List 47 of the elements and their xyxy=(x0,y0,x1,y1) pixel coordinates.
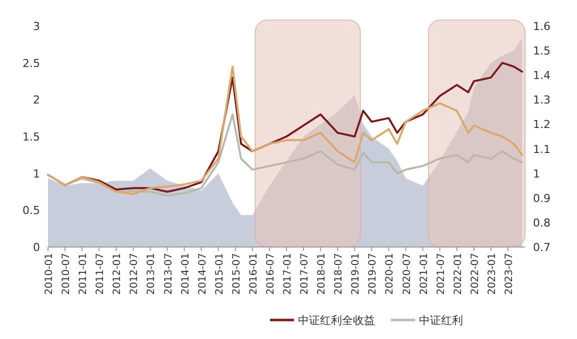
y2-tick-label: 1.5 xyxy=(533,44,550,58)
y-tick-label: 2 xyxy=(33,94,40,107)
x-tick-label: 2021-01 xyxy=(418,253,430,295)
legend-label: 中证红利全收益 xyxy=(298,314,375,327)
y2-tick-label: 1.2 xyxy=(533,118,550,132)
x-tick-label: 2014-01 xyxy=(180,253,192,295)
x-tick-label: 2010-01 xyxy=(44,253,55,295)
x-tick-label: 2011-07 xyxy=(95,253,106,295)
x-tick-label: 2023-07 xyxy=(504,253,515,295)
x-tick-label: 2016-01 xyxy=(248,253,260,295)
x-tick-label: 2018-07 xyxy=(334,253,345,295)
x-tick-label: 2022-01 xyxy=(452,253,464,295)
y-tick-label: 1 xyxy=(33,167,40,180)
x-tick-label: 2012-01 xyxy=(112,253,124,295)
y-tick-label: 1.5 xyxy=(22,130,40,144)
x-tick-label: 2016-07 xyxy=(265,253,276,295)
y2-tick-label: 1.4 xyxy=(533,69,550,82)
x-tick-label: 2023-01 xyxy=(486,253,498,295)
x-tick-label: 2022-07 xyxy=(470,253,481,295)
x-tick-label: 2020-07 xyxy=(402,253,413,295)
y2-tick-label: 1.3 xyxy=(533,94,550,107)
x-tick-label: 2014-07 xyxy=(197,253,208,295)
x-tick-label: 2021-07 xyxy=(436,253,447,295)
y2-tick-label: 1.1 xyxy=(533,142,550,156)
x-tick-label: 2017-07 xyxy=(300,253,311,295)
x-tick-label: 2013-07 xyxy=(163,253,174,295)
x-tick-label: 2010-07 xyxy=(61,253,72,295)
x-tick-label: 2015-01 xyxy=(214,253,226,295)
x-tick-label: 2019-01 xyxy=(350,253,362,295)
y2-tick-label: 0.7 xyxy=(533,241,550,254)
y-tick-label: 3 xyxy=(33,20,40,33)
x-tick-label: 2012-07 xyxy=(129,253,140,295)
legend-label: 中证红利 xyxy=(419,314,463,327)
y-tick-label: 2.5 xyxy=(22,56,40,70)
y2-tick-label: 1.6 xyxy=(533,20,550,33)
x-tick-label: 2020-01 xyxy=(384,253,396,295)
y-tick-label: 0 xyxy=(33,241,40,254)
y-tick-label: 0.5 xyxy=(22,204,40,218)
y2-tick-label: 1 xyxy=(533,167,540,180)
x-tick-label: 2011-01 xyxy=(78,253,90,295)
x-tick-label: 2019-07 xyxy=(368,253,379,295)
x-tick-label: 2017-01 xyxy=(282,253,294,295)
x-tick-label: 2013-01 xyxy=(146,253,158,295)
y2-tick-label: 0.8 xyxy=(533,216,550,230)
x-tick-label: 2018-01 xyxy=(316,253,328,295)
x-tick-label: 2015-07 xyxy=(231,253,242,295)
y2-tick-label: 0.9 xyxy=(533,192,550,205)
